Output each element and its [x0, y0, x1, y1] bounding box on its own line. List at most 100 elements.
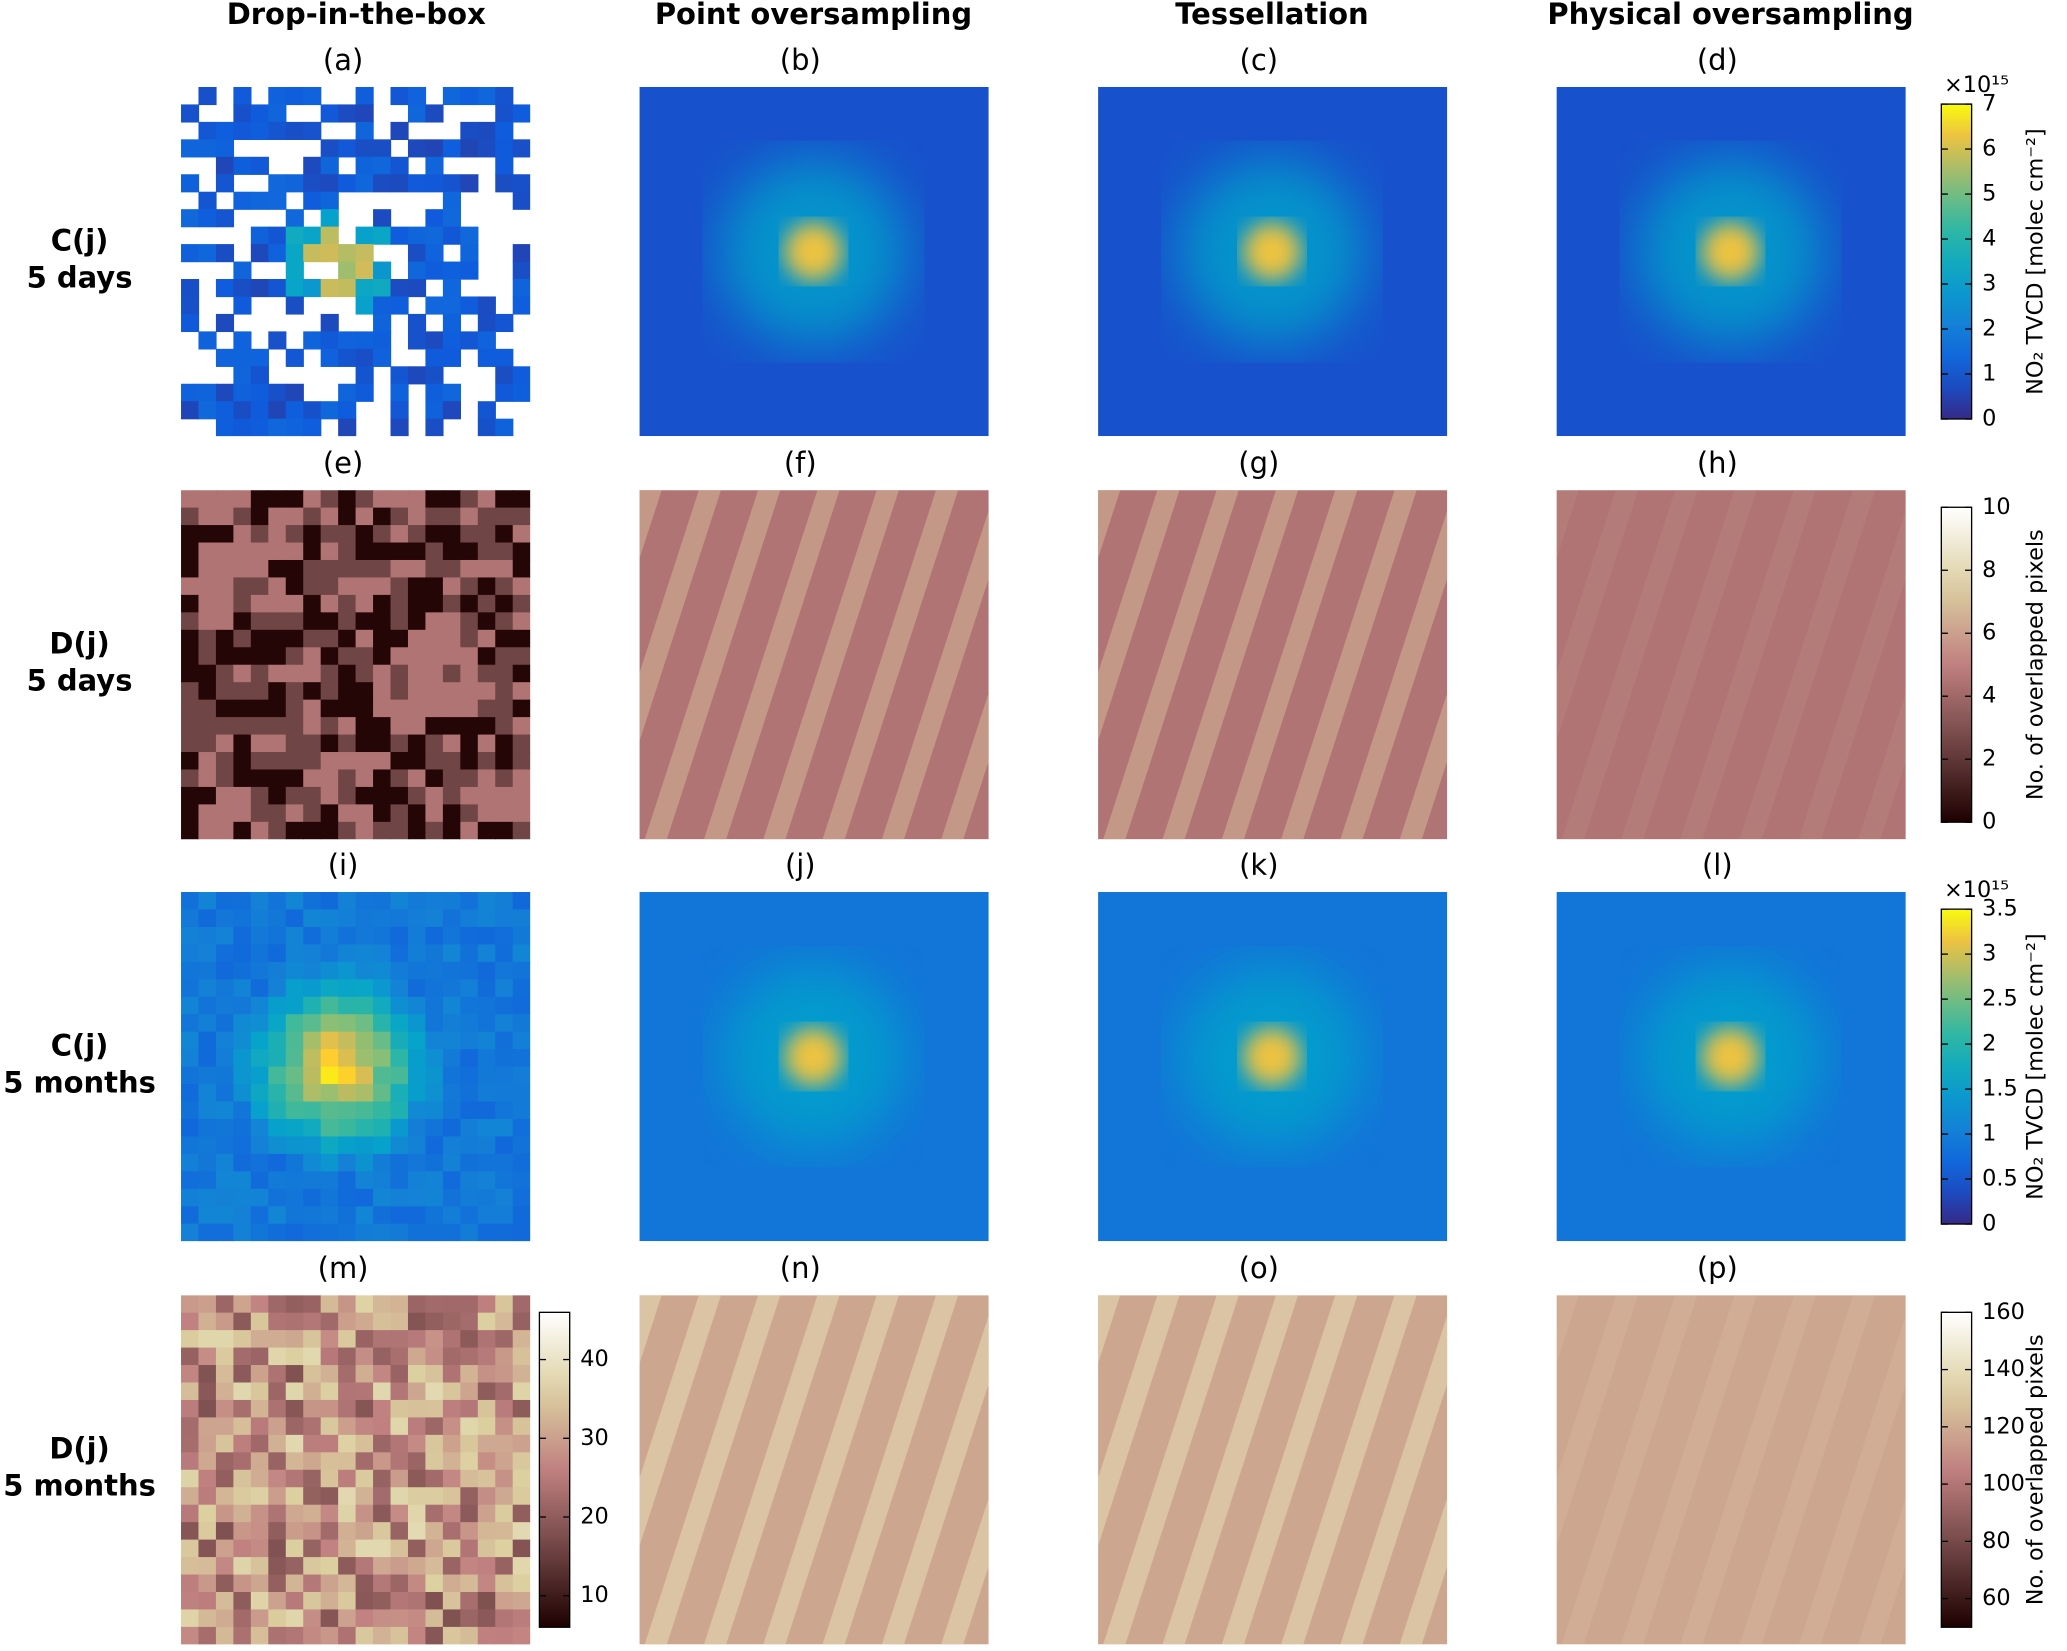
cell	[285, 279, 304, 298]
cell	[320, 577, 339, 596]
stripe	[639, 1295, 803, 1645]
cell	[320, 1136, 339, 1155]
cell	[303, 507, 322, 526]
cell	[215, 1118, 235, 1138]
cell	[320, 1382, 339, 1401]
blob	[784, 222, 843, 281]
cell	[250, 542, 269, 561]
tick-label: 8	[1982, 557, 1996, 583]
cell	[512, 944, 531, 963]
cell	[355, 1574, 374, 1593]
cell	[460, 1049, 479, 1068]
cell	[268, 1504, 287, 1523]
cell	[442, 717, 462, 736]
stripe	[1839, 490, 1906, 840]
cell	[477, 1188, 496, 1207]
cell	[233, 961, 252, 980]
cell	[355, 1469, 374, 1488]
cell	[233, 682, 252, 701]
cell	[373, 559, 392, 579]
cell	[355, 1347, 374, 1366]
cell	[495, 892, 514, 911]
cell	[268, 331, 287, 350]
stripe	[1098, 490, 1262, 840]
cell	[425, 647, 444, 666]
cell	[215, 244, 235, 263]
cell	[233, 1522, 252, 1541]
cell	[407, 174, 427, 193]
cell	[215, 804, 235, 823]
cell	[407, 1382, 427, 1401]
cell	[495, 1295, 514, 1314]
cell	[285, 577, 304, 596]
cell	[442, 577, 462, 596]
stripe	[1202, 490, 1380, 840]
cell	[250, 752, 269, 771]
cell	[477, 1031, 496, 1050]
cell	[373, 577, 392, 596]
cell	[303, 1066, 322, 1085]
cell	[373, 1206, 392, 1225]
cell	[355, 1365, 374, 1384]
cell	[425, 1417, 444, 1436]
cell	[390, 909, 409, 928]
cell	[425, 1188, 444, 1207]
cell	[215, 1171, 235, 1190]
cell	[373, 699, 392, 718]
cell	[390, 786, 409, 806]
cell	[442, 507, 462, 526]
cell	[460, 629, 479, 648]
cell	[442, 313, 462, 333]
cell	[250, 682, 269, 701]
stripe	[1380, 490, 1448, 840]
cell	[355, 926, 374, 946]
cell	[373, 769, 392, 788]
panel-label: (m)	[318, 1251, 369, 1285]
blob	[1242, 1027, 1301, 1086]
cell	[460, 1171, 479, 1190]
cell	[215, 1452, 235, 1471]
cell	[181, 717, 200, 736]
cell	[303, 979, 322, 998]
cell	[355, 961, 374, 980]
cell	[407, 1452, 427, 1471]
cell	[495, 418, 514, 437]
cell	[460, 1312, 479, 1331]
cell	[355, 1591, 374, 1611]
cell	[320, 1434, 339, 1453]
cell	[303, 1206, 322, 1225]
cell	[425, 734, 444, 753]
cell	[495, 1452, 514, 1471]
cell	[338, 104, 357, 123]
cell	[407, 1469, 427, 1488]
cell	[285, 682, 304, 701]
stripe	[922, 490, 989, 840]
cell	[338, 1295, 357, 1314]
cell	[460, 594, 479, 614]
cell	[320, 926, 339, 946]
heatmap-panel	[181, 892, 531, 1242]
cell	[303, 647, 322, 666]
cell	[512, 507, 531, 526]
cell	[338, 1469, 357, 1488]
cell	[495, 348, 514, 367]
cell	[268, 1347, 287, 1366]
cell	[268, 121, 287, 140]
cell	[233, 1399, 252, 1419]
cell	[303, 226, 322, 245]
cell	[407, 279, 427, 298]
cell	[181, 139, 200, 158]
cell	[181, 1295, 200, 1314]
cell	[338, 1066, 357, 1085]
cell	[320, 348, 339, 367]
cell	[285, 1031, 304, 1050]
cell	[390, 1452, 409, 1471]
cell	[215, 1365, 235, 1384]
cell	[198, 682, 217, 701]
cell	[181, 699, 200, 718]
cell	[373, 1382, 392, 1401]
cell	[355, 1609, 374, 1628]
cell	[373, 1487, 392, 1506]
cell	[285, 804, 304, 823]
cell	[285, 261, 304, 280]
